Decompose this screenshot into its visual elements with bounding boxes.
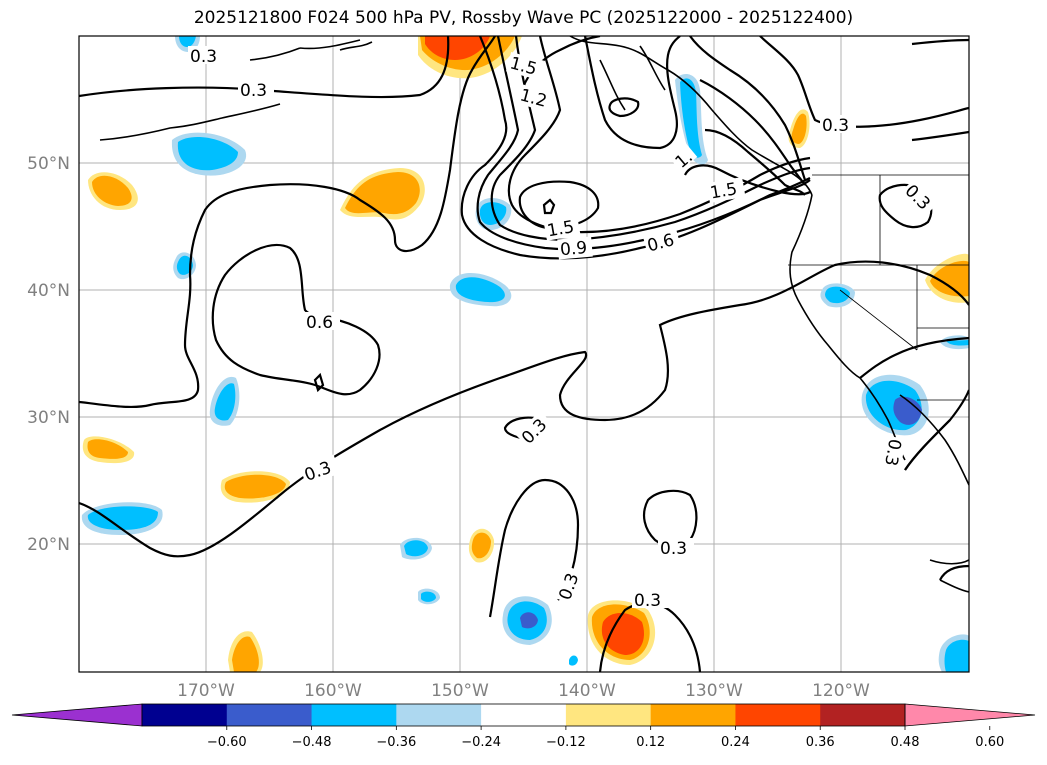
pv-anomaly-fills [81, 36, 969, 672]
contour-label: 1.5 [709, 179, 739, 203]
contour-label: 0.3 [190, 47, 217, 67]
colorbar-tick-label: 0.12 [636, 735, 665, 750]
contour-label: 0.3 [880, 437, 904, 467]
colorbar-segment [481, 704, 567, 726]
contour-labels: 0.3 0.3 1.5 1.2 0.3 1. 1.5 1.5 0.9 0.6 0… [188, 46, 939, 611]
colorbar-tick-label: 0.60 [975, 735, 1004, 750]
colorbar-outline [141, 703, 906, 727]
lon-label: 130°W [685, 681, 743, 701]
colorbar-segment [396, 704, 482, 726]
colorbar-tick-label: 0.48 [891, 735, 920, 750]
colorbar-tick-label: −0.36 [376, 735, 416, 750]
colorbar: −0.60 −0.48 −0.36 −0.24 −0.12 0.12 0.24 0.36 0.4… [11, 703, 1036, 750]
colorbar-segment [226, 704, 313, 726]
contour-label: 0.6 [306, 313, 333, 333]
colorbar-extend-max [904, 703, 1036, 727]
coastlines [99, 36, 969, 593]
contour-label: 0.3 [240, 81, 267, 101]
map-title: 2025121800 F024 500 hPa PV, Rossby Wave … [193, 8, 854, 28]
colorbar-extend-min [11, 703, 143, 727]
lon-label: 140°W [558, 681, 616, 701]
contour-label: 0.3 [634, 591, 661, 611]
colorbar-tick-label: −0.24 [461, 735, 501, 750]
contour-label: 1.5 [546, 217, 576, 241]
lon-label: 150°W [431, 681, 489, 701]
lon-label: 170°W [177, 681, 235, 701]
colorbar-tick-label: 0.36 [806, 735, 835, 750]
colorbar-segment [650, 704, 736, 726]
colorbar-tick-label: −0.60 [207, 735, 247, 750]
latitude-labels: 50°N 40°N 30°N 20°N [27, 154, 70, 555]
contour-label: 0.9 [559, 238, 588, 260]
colorbar-segment [142, 704, 228, 726]
colorbar-segment [735, 704, 821, 726]
lat-label: 50°N [27, 154, 70, 174]
colorbar-tick-label: 0.24 [721, 735, 750, 750]
colorbar-segment [311, 704, 397, 726]
longitude-labels: 170°W 160°W 150°W 140°W 130°W 120°W [177, 681, 870, 701]
colorbar-segment [565, 704, 652, 726]
contour-label: 0.3 [822, 116, 849, 136]
contour-label: 0.3 [660, 539, 687, 559]
borders [788, 174, 969, 401]
pv-contours [79, 36, 969, 672]
colorbar-segment [820, 704, 906, 726]
lon-label: 120°W [812, 681, 870, 701]
lat-label: 30°N [27, 408, 70, 428]
lat-label: 40°N [27, 281, 70, 301]
colorbar-tick-label: −0.48 [292, 735, 332, 750]
colorbar-tick-label: −0.12 [546, 735, 586, 750]
map-frame [78, 35, 970, 673]
lon-label: 160°W [304, 681, 362, 701]
lat-label: 20°N [27, 535, 70, 555]
gridlines [79, 36, 969, 672]
